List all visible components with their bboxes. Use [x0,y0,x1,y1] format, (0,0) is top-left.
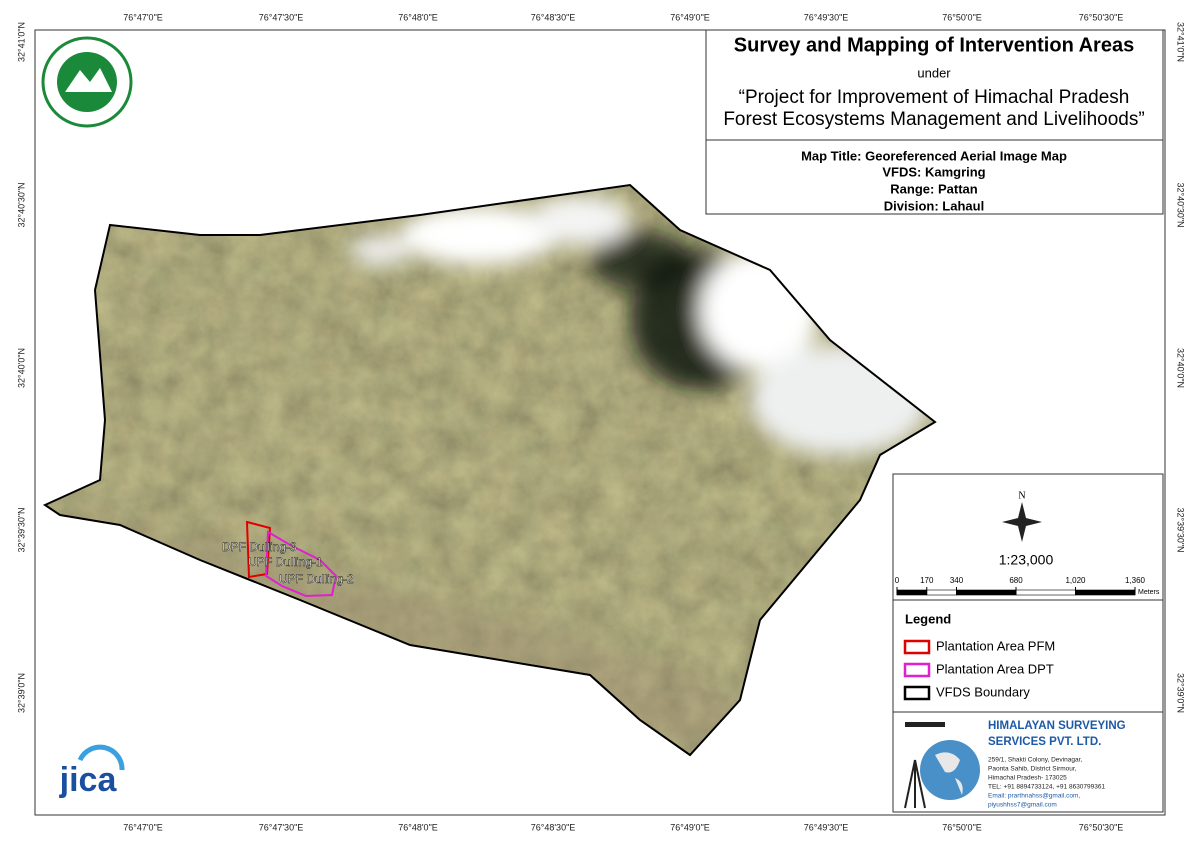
scale-label: 1,020 [1065,576,1086,585]
division: Division: Lahaul [884,198,984,213]
longitude-label: 76°48'0"E [398,822,438,832]
legend-panel [892,599,1164,713]
scale-bar: 0 170 340 680 1,020 1,360 Meters [895,576,1160,596]
longitude-label: 76°50'0"E [942,12,982,22]
range: Range: Pattan [890,181,977,196]
latitude-label: 32°41'0"N [1176,22,1186,62]
vfds-boundary [42,183,937,757]
legend-items: Plantation Area PFM Plantation Area DPT VF… [903,638,1055,701]
scale-panel [892,473,1164,601]
longitude-label: 76°48'0"E [398,12,438,22]
longitude-label: 76°47'30"E [259,822,304,832]
latitude-label: 32°39'0"N [16,673,26,713]
address-line: Himachal Pradesh- 173025 [988,775,1067,782]
dpt-area [264,530,338,598]
longitude-label: 76°49'30"E [804,12,849,22]
latitude-label: 32°40'0"N [16,348,26,388]
scale-unit: Meters [1138,589,1160,596]
longitude-label: 76°48'30"E [531,12,576,22]
company-name: SERVICES PVT. LTD. [988,736,1101,748]
address-line: TEL: +91 8894733124, +91 8630799361 [988,784,1105,791]
longitude-label: 76°50'0"E [942,822,982,832]
company-logo [904,722,980,809]
legend-title: Legend [905,611,951,626]
vfds: VFDS: Kamgring [882,164,985,179]
longitude-label: 76°50'30"E [1079,12,1124,22]
latitude-label: 32°40'0"N [1176,348,1186,388]
scale-label: 340 [950,576,964,585]
scale-label: 1,360 [1125,576,1146,585]
north-arrow [1002,502,1042,542]
latitude-label: 32°40'30"N [1176,182,1186,227]
graticule-labels: 76°47'0"E 76°47'0"E 76°47'30"E 76°47'30"E 76… [16,12,1185,832]
latitude-label: 32°39'30"N [16,507,26,552]
legend-swatch [903,662,931,678]
longitude-label: 76°49'0"E [670,12,710,22]
legend-swatch [903,639,931,655]
company-address: 259/1, Shakti Colony, Devinagar, Paonta S… [988,757,1105,809]
subtitle: under [917,65,951,80]
scale-segment [956,589,1017,596]
area-label: UPF Dulling-2 [279,572,354,586]
longitude-label: 76°50'30"E [1079,822,1124,832]
area-label: UPF Dulling-1 [248,555,323,569]
scale-label: 170 [920,576,934,585]
legend-label: VFDS Boundary [936,684,1030,699]
scale-label: 0 [895,576,900,585]
area-labels: DPF Dulling-3 UPF Dulling-1 UPF Dulling-… [222,540,354,586]
scale-segment [926,589,957,596]
scale-ratio: 1:23,000 [999,552,1054,568]
longitude-label: 76°47'0"E [123,822,163,832]
area-label: DPF Dulling-3 [222,540,297,554]
legend-label: Plantation Area DPT [936,661,1054,676]
scale-label: 680 [1009,576,1023,585]
scale-segment [1015,589,1076,596]
longitude-label: 76°47'30"E [259,12,304,22]
jica-arc [77,744,125,771]
address-line: piyushhss7@gmail.com [988,802,1057,809]
longitude-label: 76°47'0"E [123,12,163,22]
legend-label: Plantation Area PFM [936,638,1055,653]
latitude-label: 32°41'0"N [16,22,26,62]
title-block [705,29,1164,215]
title: Survey and Mapping of Intervention Areas [734,34,1134,56]
address-line: Email: prarthnahss@gmail.com, [988,793,1080,800]
project: “Project for Improvement of Himachal Pra… [739,87,1130,108]
address-line: 259/1, Shakti Colony, Devinagar, [988,757,1082,764]
longitude-label: 76°49'30"E [804,822,849,832]
longitude-label: 76°49'0"E [670,822,710,832]
legend-swatch [903,685,931,701]
forest-logo [41,36,133,128]
project: Forest Ecosystems Management and Livelih… [723,109,1144,130]
map-title: Map Title: Georeferenced Aerial Image Ma… [801,148,1067,163]
latitude-label: 32°39'0"N [1176,673,1186,713]
north-label: N [1018,490,1025,501]
latitude-label: 32°39'30"N [1176,507,1186,552]
scale-segment [896,589,928,596]
scale-segment [1075,589,1136,596]
jica-logo: jica [59,761,118,799]
longitude-label: 76°48'30"E [531,822,576,832]
address-line: Paonta Sahib, District Sirmour, [988,766,1077,773]
latitude-label: 32°40'30"N [16,182,26,227]
company-name: HIMALAYAN SURVEYING [988,720,1126,732]
